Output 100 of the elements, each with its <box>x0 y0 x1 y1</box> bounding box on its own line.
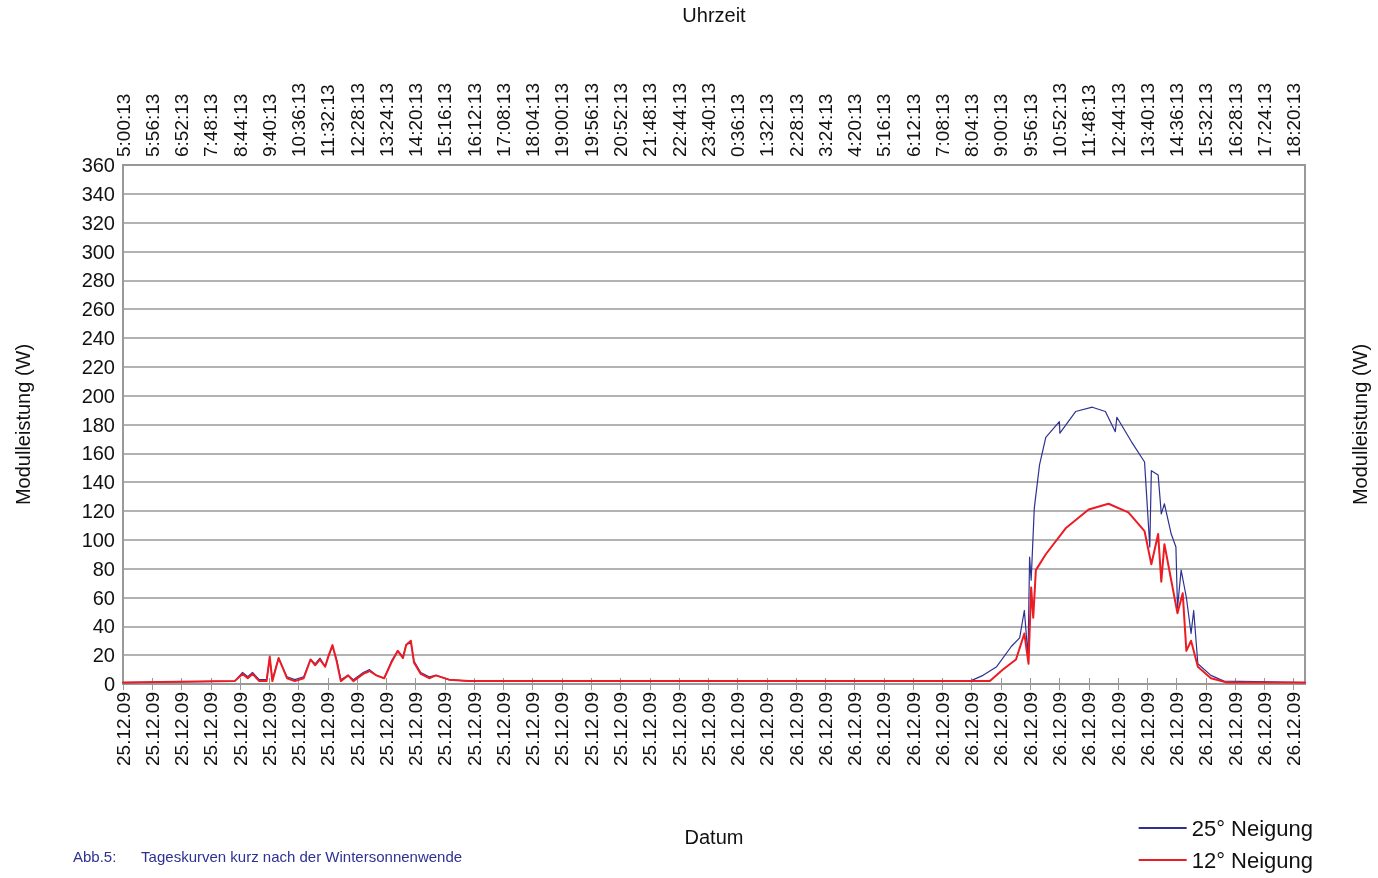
x2-tick-label: 9:56:13 <box>1019 93 1041 157</box>
legend-label: 25° Neigung <box>1191 815 1314 841</box>
x2-tick-label: 11:48:13 <box>1078 84 1100 157</box>
x-tick-label: 26.12.09 <box>756 692 778 766</box>
x2-tick-label: 7:08:13 <box>931 93 953 157</box>
x-tick-label: 25.12.09 <box>463 692 485 766</box>
x2-tick-label: 19:00:13 <box>551 83 573 157</box>
x2-tick-label: 6:12:13 <box>902 93 924 157</box>
x-tick-label: 25.12.09 <box>346 692 368 766</box>
x-tick-label: 26.12.09 <box>1253 692 1275 766</box>
x2-tick-label: 13:24:13 <box>375 83 397 157</box>
x-tick-label: 25.12.09 <box>522 692 544 766</box>
y-tick-label: 0 <box>103 673 115 695</box>
x2-tick-label: 16:12:13 <box>463 83 485 157</box>
y-tick-label: 320 <box>81 211 115 234</box>
x2-tick-label: 10:52:13 <box>1048 83 1070 157</box>
x2-tick-label: 10:36:13 <box>288 83 310 157</box>
x-tick-label: 25.12.09 <box>580 692 602 766</box>
x-tick-label: 26.12.09 <box>1166 692 1188 766</box>
x-tick-label: 25.12.09 <box>434 692 456 766</box>
x2-tick-label: 9:00:13 <box>990 93 1012 157</box>
x-tick-label: 25.12.09 <box>375 692 397 766</box>
x-tick-label: 26.12.09 <box>990 692 1012 766</box>
x-tick-label: 25.12.09 <box>697 692 719 766</box>
x2-tick-label: 6:52:13 <box>171 93 193 157</box>
y-tick-label: 120 <box>81 500 115 522</box>
x2-tick-label: 7:48:13 <box>200 93 222 157</box>
y-tick-label: 200 <box>81 384 115 407</box>
x2-tick-label: 20:52:13 <box>610 83 632 157</box>
x2-tick-label: 4:20:13 <box>844 93 866 157</box>
x2-tick-label: 13:40:13 <box>1136 83 1158 157</box>
x-axis-title: Datum <box>684 826 744 848</box>
x2-tick-label: 5:56:13 <box>141 93 163 157</box>
x-tick-label: 25.12.09 <box>112 692 134 766</box>
x2-tick-label: 2:28:13 <box>785 93 807 157</box>
x-tick-label: 25.12.09 <box>229 692 251 766</box>
x2-tick-label: 18:20:13 <box>1283 83 1305 157</box>
x2-tick-label: 8:04:13 <box>961 93 983 157</box>
x2-tick-label: 0:36:13 <box>727 93 749 157</box>
y-tick-label: 60 <box>92 586 115 609</box>
x2-tick-label: 15:32:13 <box>1195 83 1217 157</box>
x2-tick-label: 3:24:13 <box>814 93 836 157</box>
x2-tick-label: 14:36:13 <box>1166 83 1188 157</box>
x-tick-label: 25.12.09 <box>610 692 632 766</box>
x-tick-label: 25.12.09 <box>288 692 310 766</box>
x-tick-label: 26.12.09 <box>1019 692 1041 766</box>
x-tick-label: 25.12.09 <box>405 692 427 766</box>
y-tick-label: 140 <box>81 471 115 494</box>
x2-axis-title: Uhrzeit <box>682 4 747 26</box>
x2-tick-label: 12:28:13 <box>346 83 368 157</box>
x-tick-label: 26.12.09 <box>844 692 866 766</box>
x-tick-label: 25.12.09 <box>639 692 661 766</box>
x-tick-label: 25.12.09 <box>551 692 573 766</box>
y-tick-label: 240 <box>81 327 115 349</box>
x-tick-label: 26.12.09 <box>931 692 953 766</box>
y2-axis-title: Modulleistung (W) <box>12 343 34 506</box>
x2-tick-label: 17:08:13 <box>492 83 514 157</box>
x2-tick-label: 15:16:13 <box>434 83 456 157</box>
y-tick-label: 80 <box>92 557 115 580</box>
x-tick-label: 26.12.09 <box>1195 692 1217 766</box>
x2-tick-label: 22:44:13 <box>668 83 690 157</box>
x-tick-label: 26.12.09 <box>961 692 983 766</box>
y-tick-label: 340 <box>81 182 115 205</box>
x-tick-label: 26.12.09 <box>814 692 836 766</box>
x2-tick-label: 14:20:13 <box>405 83 427 157</box>
y-tick-label: 160 <box>81 442 115 465</box>
x2-tick-label: 17:24:13 <box>1253 83 1275 157</box>
x-tick-label: 26.12.09 <box>1136 692 1158 766</box>
x-tick-label: 25.12.09 <box>200 692 222 766</box>
y-tick-label: 260 <box>81 298 115 321</box>
x2-tick-label: 11:32:13 <box>317 84 339 157</box>
y-axis-title: Modulleistung (W) <box>1349 343 1371 506</box>
caption: Abb.5: Tageskurven kurz nach der Wintersonnenwende <box>73 848 463 865</box>
x2-tick-label: 5:16:13 <box>873 93 895 157</box>
y-tick-label: 180 <box>81 413 115 436</box>
x-tick-label: 26.12.09 <box>727 692 749 766</box>
y-tick-label: 220 <box>81 355 115 378</box>
x2-tick-label: 9:40:13 <box>258 93 280 157</box>
x2-tick-label: 8:44:13 <box>229 93 251 157</box>
x-tick-label: 26.12.09 <box>1107 692 1129 766</box>
x-tick-label: 25.12.09 <box>492 692 514 766</box>
x-tick-label: 26.12.09 <box>1283 692 1305 766</box>
y-tick-label: 300 <box>81 240 115 263</box>
x2-tick-label: 5:00:13 <box>112 93 134 157</box>
x-tick-label: 25.12.09 <box>317 692 339 766</box>
x-tick-label: 26.12.09 <box>785 692 807 766</box>
x-tick-label: 26.12.09 <box>1048 692 1070 766</box>
x-tick-label: 26.12.09 <box>902 692 924 766</box>
y-tick-label: 280 <box>81 269 115 292</box>
x2-tick-label: 19:56:13 <box>580 83 602 157</box>
x-tick-label: 25.12.09 <box>141 692 163 766</box>
x-tick-label: 25.12.09 <box>668 692 690 766</box>
x2-tick-label: 1:32:13 <box>756 93 778 157</box>
x2-tick-label: 18:04:13 <box>522 83 544 157</box>
x-tick-label: 25.12.09 <box>171 692 193 766</box>
legend-label: 12° Neigung <box>1191 847 1314 873</box>
x-tick-label: 26.12.09 <box>1224 692 1246 766</box>
x2-tick-label: 16:28:13 <box>1224 83 1246 157</box>
y-tick-label: 40 <box>92 615 115 638</box>
x-tick-label: 26.12.09 <box>1078 692 1100 766</box>
